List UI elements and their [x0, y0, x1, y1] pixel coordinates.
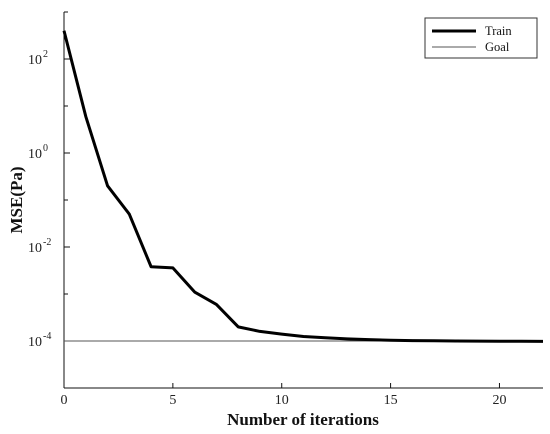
y-tick-base: 10 — [28, 241, 42, 256]
y-tick-label: 10 — [28, 53, 42, 68]
y-tick-base: 10 — [28, 147, 42, 162]
x-tick-label: 10 — [275, 393, 289, 408]
y-tick-label: 10 — [28, 335, 42, 350]
legend: Train Goal — [424, 17, 538, 59]
y-tick-exponent: 0 — [43, 143, 48, 154]
x-tick-label: 0 — [61, 393, 68, 408]
train-series-line — [62, 30, 544, 343]
x-axis-label: Number of iterations — [227, 410, 379, 429]
legend-goal-label: Goal — [485, 40, 510, 54]
legend-box — [424, 17, 538, 59]
y-tick-label: 10 — [28, 241, 42, 256]
x-tick-label: 20 — [492, 393, 506, 408]
x-tick-label: 5 — [169, 393, 176, 408]
y-tick-base: 10 — [28, 335, 42, 350]
y-tick-base: 10 — [28, 53, 42, 68]
y-tick-exponent: 2 — [43, 49, 48, 60]
x-tick-label: 15 — [384, 393, 398, 408]
y-axis-label: MSE(Pa) — [7, 166, 26, 233]
plot-background — [64, 12, 543, 388]
legend-train-label: Train — [485, 24, 512, 38]
y-tick-exponent: -4 — [43, 331, 51, 342]
y-tick-label: 10 — [28, 147, 42, 162]
y-tick-exponent: -2 — [43, 237, 51, 248]
